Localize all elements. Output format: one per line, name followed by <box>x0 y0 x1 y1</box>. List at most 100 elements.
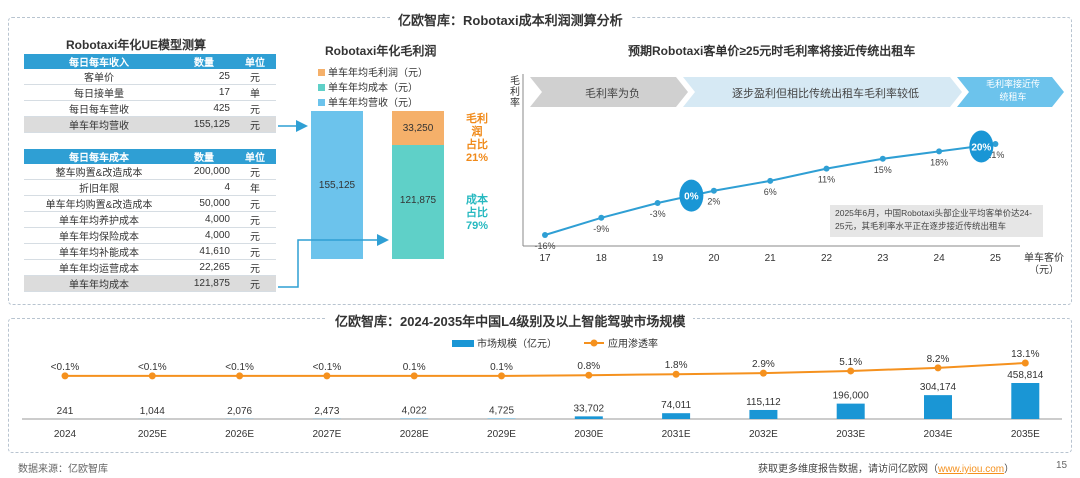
market-bar-label: 2,076 <box>227 406 252 417</box>
margin-point <box>710 187 717 194</box>
price-x-tick: 25 <box>990 253 1002 264</box>
legend-bar-text: 市场规模（亿元） <box>477 337 557 350</box>
table-row: 客单价 25 元 <box>24 69 276 85</box>
price-note: 2025年6月，中国Robotaxi头部企业平均客单价达24-25元，其毛利率水… <box>835 208 1032 231</box>
market-bar <box>924 395 952 419</box>
price-x-tick: 23 <box>877 253 889 264</box>
cost-share: 成本 占比 79% <box>462 194 492 233</box>
market-x-tick: 2026E <box>225 429 254 440</box>
cost-cell-unit: 元 <box>234 164 276 180</box>
market-bar <box>749 409 778 419</box>
revenue-bar-label: 155,125 <box>318 180 356 191</box>
price-x-tick: 19 <box>652 253 664 264</box>
margin-point-label: 15% <box>874 165 892 175</box>
phase-label-1: 毛利率为负 <box>585 88 640 100</box>
profit-share: 毛利润 占比 21% <box>462 113 492 165</box>
footer-url[interactable]: www.iyiou.com <box>938 464 1005 475</box>
cost-table: 每日每车成本 数量 单位 整车购置&改造成本 200,000 元折旧年限 4 年单车年均购置… <box>24 149 276 292</box>
revenue-header-2: 单位 <box>234 54 276 69</box>
penetration-label: <0.1% <box>138 362 167 373</box>
page-number: 15 <box>1056 460 1068 471</box>
market-bar-label: 115,112 <box>746 397 781 408</box>
revenue-cell-unit: 元 <box>234 69 276 85</box>
penetration-label: 0.1% <box>403 362 426 373</box>
revenue-cell-unit: 元 <box>234 100 276 117</box>
price-x-tick: 24 <box>934 253 946 264</box>
cost-cell-value: 41,610 <box>174 243 234 260</box>
penetration-label: 0.1% <box>490 362 513 373</box>
price-x-tick: 21 <box>765 253 777 264</box>
margin-point <box>598 214 605 221</box>
market-bar-label: 196,000 <box>833 391 870 402</box>
footer-more: 获取更多维度报告数据，请访问亿欧网（www.iyiou.com） <box>758 460 1014 475</box>
footer-more-suffix: ） <box>1004 464 1015 475</box>
revenue-cell-unit: 单 <box>234 84 276 101</box>
profit-share-label-1: 毛利润 <box>466 113 488 138</box>
market-bar <box>836 403 865 419</box>
twenty-badge <box>969 130 994 163</box>
price-x-tick: 22 <box>821 253 833 264</box>
price-note-box <box>830 205 1043 237</box>
legend-line-text: 应用渗透率 <box>608 337 658 350</box>
cost-cell-value: 4 <box>174 179 234 196</box>
market-bar-label: 1,044 <box>140 406 165 417</box>
table-row: 每日接单量 17 单 <box>24 84 276 101</box>
revenue-header-row: 每日每车收入 数量 单位 <box>24 54 276 69</box>
penetration-point <box>847 367 855 375</box>
market-bar-label: 458,814 <box>1007 370 1044 381</box>
zero-badge <box>679 179 704 212</box>
revenue-bar <box>311 111 363 259</box>
table-row: 整车购置&改造成本 200,000 元 <box>24 164 276 180</box>
phase-arrow-2 <box>683 77 962 107</box>
profit-bar-label: 33,250 <box>402 123 434 134</box>
cost-cell-name: 整车购置&改造成本 <box>24 164 174 180</box>
penetration-point <box>410 372 418 380</box>
revenue-cell-name: 每日每车营收 <box>24 100 174 117</box>
penetration-point <box>672 370 680 378</box>
penetration-point <box>323 372 331 380</box>
margin-point-label: -9% <box>593 224 609 234</box>
penetration-point <box>585 371 593 379</box>
legend-profit-text: 单车年均毛利润（元） <box>328 68 428 79</box>
cost-cell-unit: 元 <box>234 211 276 228</box>
zero-badge-text: 0% <box>684 192 699 203</box>
margin-point-label: -3% <box>650 209 666 219</box>
cost-cell-value: 22,265 <box>174 259 234 276</box>
legend-bar-swatch <box>452 340 474 347</box>
cost-cell-unit: 元 <box>234 259 276 276</box>
bottom-title: 亿欧智库：2024-2035年中国L4级别及以上智能驾驶市场规模 <box>327 311 694 330</box>
margin-point-label: 18% <box>930 157 948 167</box>
penetration-label: 0.8% <box>577 361 600 372</box>
cost-cell-value: 121,875 <box>174 275 234 292</box>
phase-arrow-1 <box>530 77 688 107</box>
cost-cell-name: 单车年均补能成本 <box>24 243 174 260</box>
table-row: 单车年均购置&改造成本 50,000 元 <box>24 195 276 212</box>
table-row: 单车年均养护成本 4,000 元 <box>24 211 276 228</box>
legend-revenue-swatch <box>318 99 325 106</box>
penetration-label: 5.1% <box>839 357 862 368</box>
legend-profit-swatch <box>318 69 325 76</box>
market-x-tick: 2034E <box>924 429 953 440</box>
legend-line-dot <box>590 339 598 347</box>
phase-label-3: 毛利率接近传统租车 <box>985 79 1040 102</box>
market-bar <box>574 416 603 419</box>
cost-cell-name: 单车年均购置&改造成本 <box>24 195 174 212</box>
revenue-cell-value: 155,125 <box>174 116 234 133</box>
penetration-label: 2.9% <box>752 359 775 370</box>
cost-cell-value: 4,000 <box>174 211 234 228</box>
price-x-tick: 17 <box>539 253 551 264</box>
price-y-label: 毛利率 <box>510 76 520 109</box>
market-bar-label: 4,725 <box>489 406 514 417</box>
penetration-point <box>1021 359 1029 367</box>
margin-point <box>542 232 548 238</box>
market-x-tick: 2029E <box>487 429 516 440</box>
market-bar-label: 33,702 <box>574 403 605 414</box>
footer-more-prefix: 获取更多维度报告数据，请访问亿欧网（ <box>758 464 938 475</box>
legend-revenue-text: 单车年均营收（元） <box>328 98 418 109</box>
top-title: 亿欧智库：Robotaxi成本利润测算分析 <box>390 10 631 29</box>
price-x-label-1: 单车客价 <box>1024 253 1064 264</box>
penetration-point <box>61 372 69 380</box>
penetration-point <box>934 364 942 372</box>
penetration-label: 13.1% <box>1011 349 1039 360</box>
